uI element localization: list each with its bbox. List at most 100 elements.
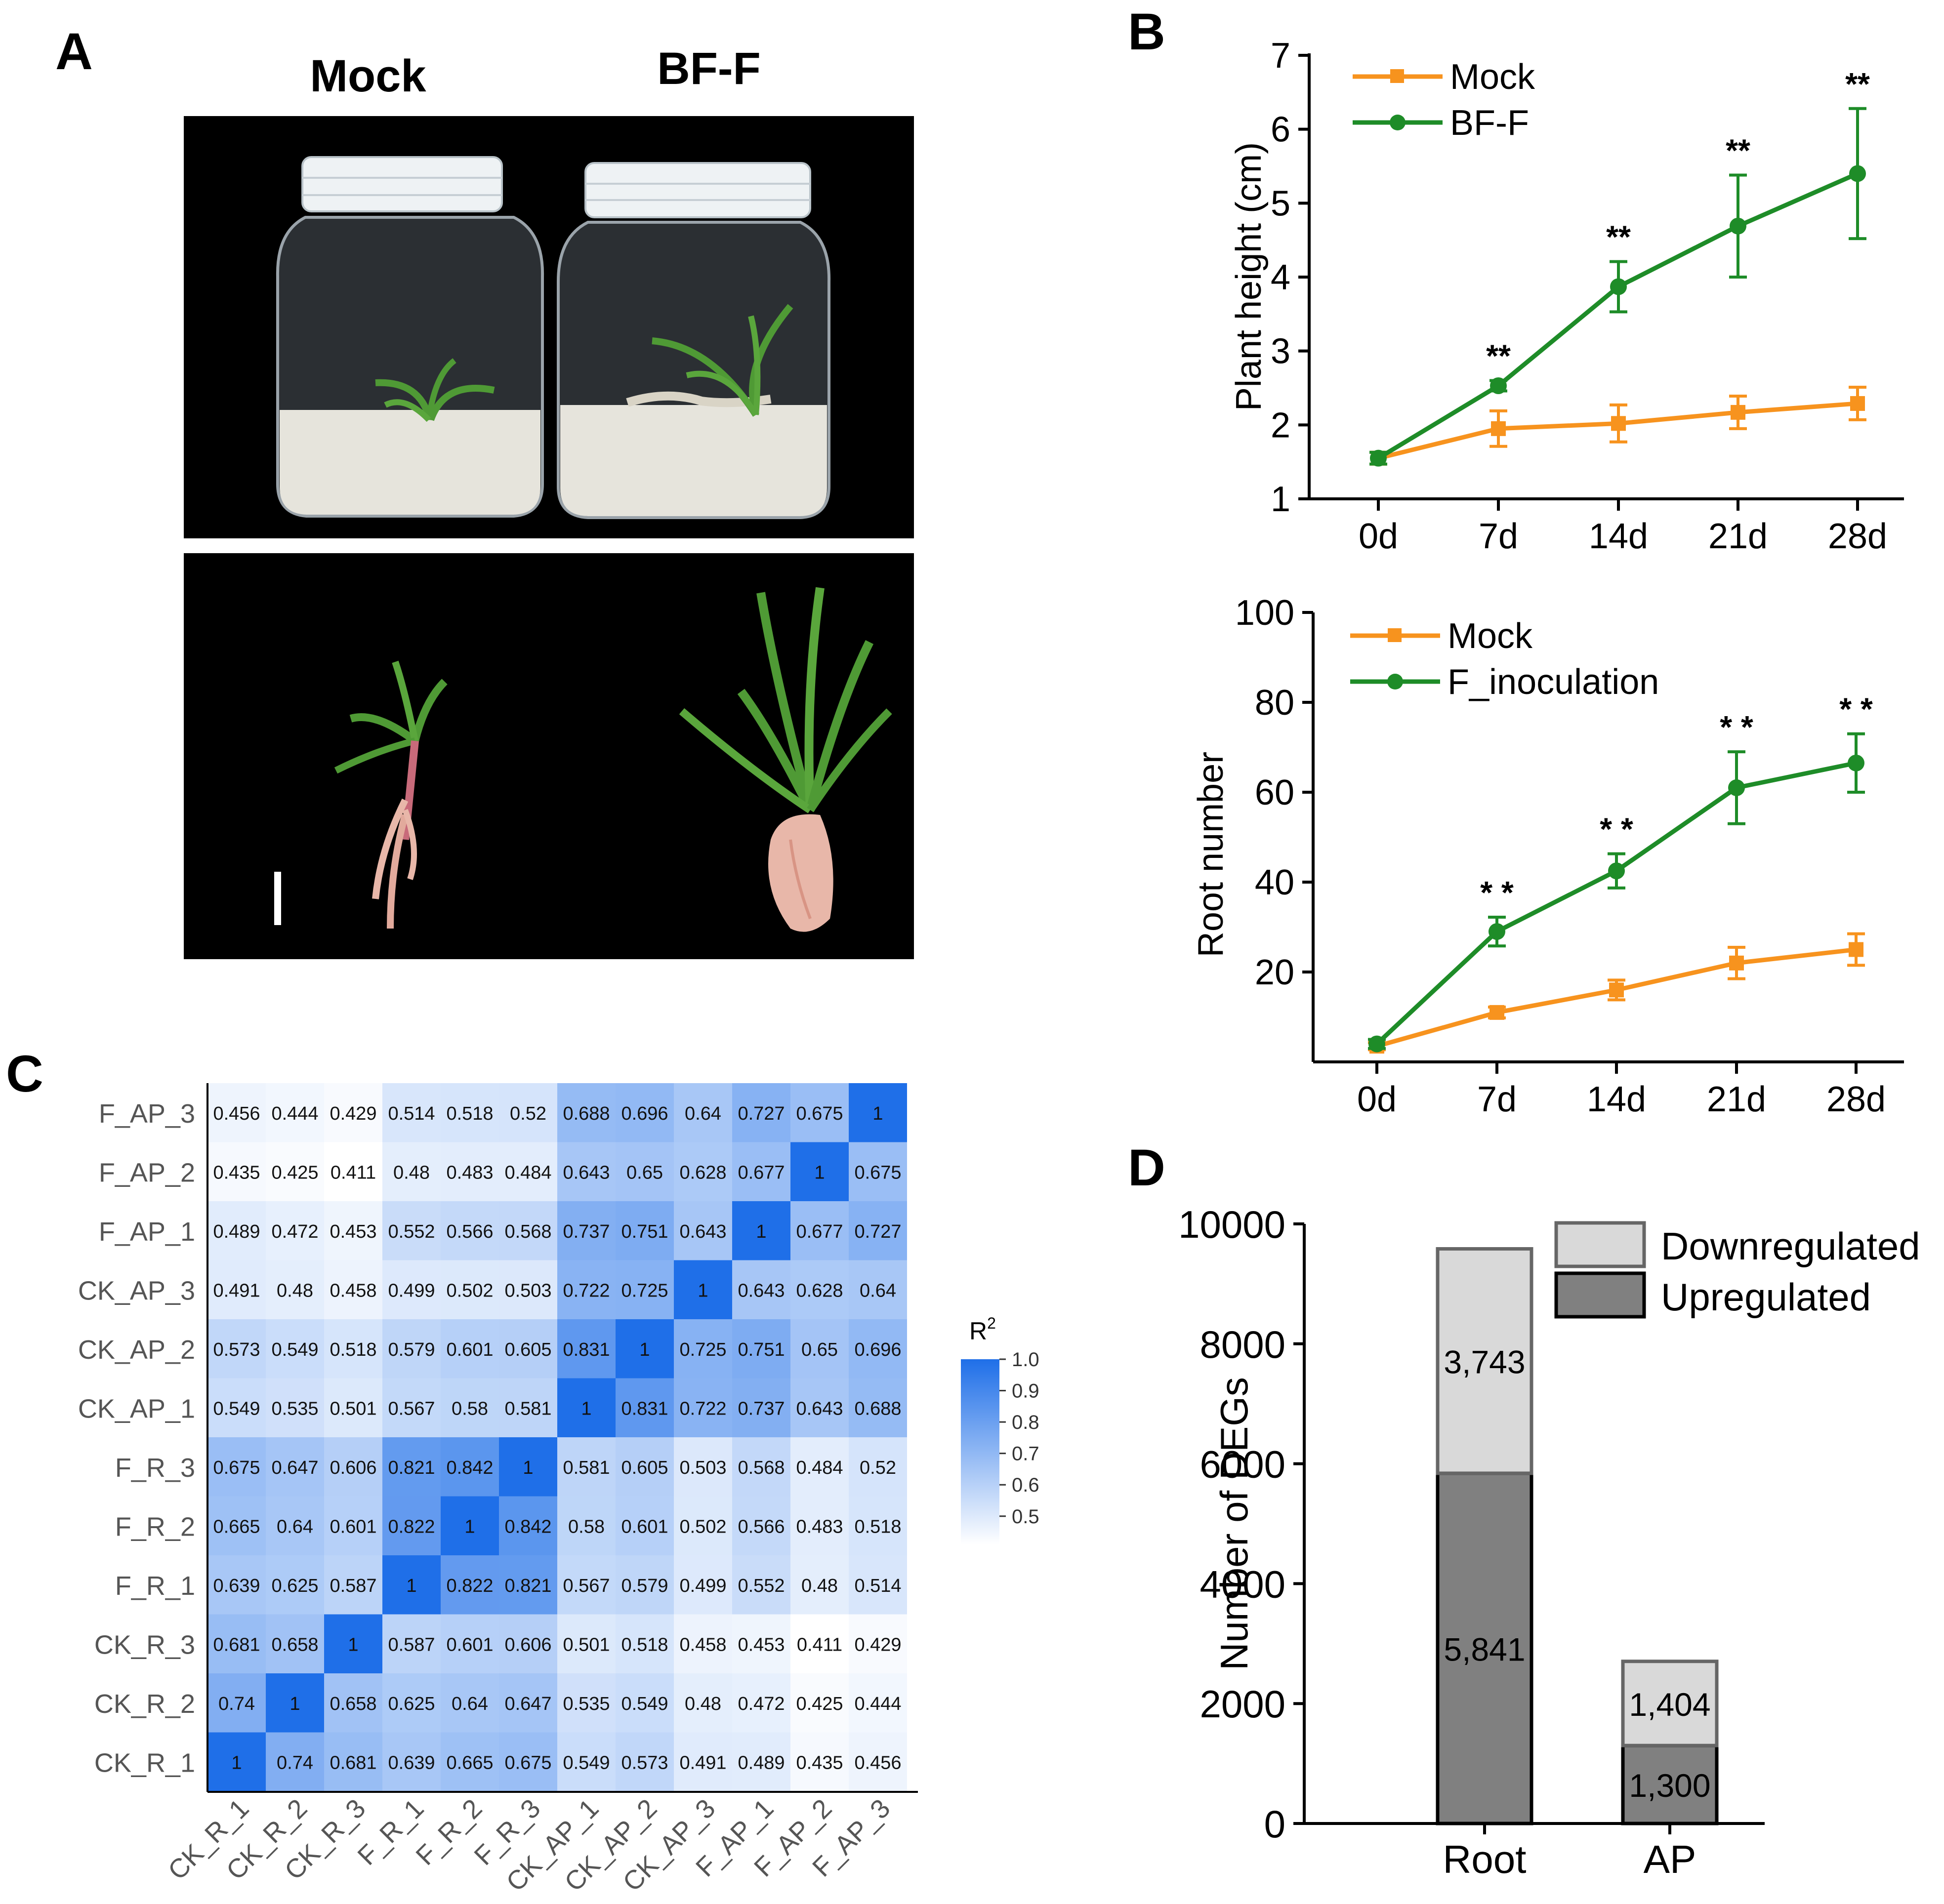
- hm-cell-value: 0.501: [563, 1634, 610, 1655]
- ph-point-circle: [1730, 217, 1746, 235]
- hm-cell: [674, 1083, 732, 1142]
- hm-cell: [382, 1260, 441, 1319]
- hm-cell-value: 0.503: [504, 1280, 551, 1301]
- rn-significance-label: * *: [1720, 709, 1753, 745]
- hm-cell-value: 0.48: [685, 1694, 721, 1714]
- ph-significance-label: **: [1845, 66, 1870, 102]
- hm-cell: [616, 1673, 674, 1733]
- hm-cell: [324, 1083, 382, 1142]
- rn-legend-marker-mock: [1388, 628, 1402, 642]
- hm-cell-value: 0.491: [679, 1752, 726, 1773]
- rn-point-circle: [1489, 923, 1505, 940]
- hm-cell: [790, 1378, 849, 1437]
- hm-cell: [382, 1319, 441, 1378]
- hm-cell-value: 0.483: [796, 1516, 843, 1537]
- hm-cell-value: 0.727: [854, 1221, 901, 1242]
- rn-ytick-label: 60: [1255, 773, 1294, 812]
- ph-point-square: [1731, 405, 1745, 420]
- hm-cell-value: 0.48: [801, 1576, 838, 1596]
- hm-cell: [732, 1732, 790, 1791]
- hm-cell-value: 0.64: [860, 1280, 896, 1301]
- hm-cell-value: 0.696: [621, 1103, 668, 1124]
- hm-cell: [790, 1732, 849, 1791]
- hm-cell-value: 0.484: [504, 1162, 551, 1183]
- hm-cell: [557, 1378, 616, 1437]
- ph-point-circle: [1490, 377, 1507, 395]
- hm-cell: [499, 1083, 557, 1142]
- hm-cell-value: 0.535: [563, 1694, 610, 1714]
- rn-axes: [1312, 612, 1904, 1063]
- hm-cell: [441, 1083, 499, 1142]
- hm-cell-value: 0.675: [854, 1162, 901, 1183]
- rn-ytick-label: 20: [1255, 953, 1294, 992]
- hm-cell: [499, 1732, 557, 1791]
- hm-cell: [207, 1496, 266, 1555]
- hm-cell-value: 0.822: [446, 1576, 493, 1596]
- hm-cell: [207, 1437, 266, 1497]
- photo-label-mock: Mock: [310, 51, 426, 101]
- hm-cell: [790, 1142, 849, 1201]
- hm-cell: [557, 1673, 616, 1733]
- hm-cell-value: 0.737: [738, 1398, 785, 1419]
- hm-cell: [616, 1142, 674, 1201]
- hm-cell-value: 0.567: [388, 1398, 435, 1419]
- hm-cell-value: 0.429: [854, 1634, 901, 1655]
- hm-cell: [324, 1673, 382, 1733]
- hm-cell-value: 0.518: [446, 1103, 493, 1124]
- photo-panel: Mock BF-F: [184, 43, 914, 959]
- dg-legend-label-down: Downregulated: [1661, 1224, 1920, 1268]
- hm-cell: [207, 1142, 266, 1201]
- hm-cell-value: 0.549: [563, 1752, 610, 1773]
- hm-cell: [441, 1319, 499, 1378]
- dg-y-axis-title: Number of DEGs: [1212, 1377, 1256, 1670]
- hm-cell-value: 0.549: [271, 1339, 318, 1360]
- ph-legend-marker-bff: [1390, 115, 1406, 130]
- hm-cell-value: 0.573: [621, 1752, 668, 1773]
- hm-cell: [324, 1378, 382, 1437]
- hm-cell-value: 0.472: [738, 1694, 785, 1714]
- hm-cell-value: 0.725: [679, 1339, 726, 1360]
- hm-cell-value: 0.58: [452, 1398, 488, 1419]
- hm-cell-value: 0.518: [330, 1339, 376, 1360]
- hm-cell: [207, 1673, 266, 1733]
- hm-cell-value: 0.501: [330, 1398, 376, 1419]
- hm-cell-value: 0.643: [738, 1280, 785, 1301]
- hm-cell: [266, 1496, 324, 1555]
- hm-cell: [732, 1142, 790, 1201]
- hm-cell: [674, 1437, 732, 1497]
- hm-cell: [674, 1496, 732, 1555]
- hm-cell: [790, 1555, 849, 1615]
- rn-significance-label: * *: [1480, 875, 1514, 910]
- hm-cell-value: 0.587: [330, 1576, 376, 1596]
- hm-cell-value: 0.831: [621, 1398, 668, 1419]
- hm-cell: [266, 1319, 324, 1378]
- hm-cell-value: 0.737: [563, 1221, 610, 1242]
- rn-ytick-label: 80: [1255, 683, 1294, 723]
- hm-cell: [499, 1614, 557, 1673]
- hm-cell: [674, 1614, 732, 1673]
- hm-cell: [499, 1437, 557, 1497]
- panel-label-b: B: [1128, 3, 1165, 61]
- hm-cell: [732, 1614, 790, 1673]
- hm-cell-value: 0.52: [860, 1458, 896, 1478]
- hm-cell: [207, 1201, 266, 1260]
- hm-cell: [266, 1260, 324, 1319]
- rn-xtick-label: 28d: [1826, 1080, 1886, 1119]
- hm-cell-value: 0.677: [738, 1162, 785, 1183]
- hm-cell: [266, 1142, 324, 1201]
- hm-cell-value: 0.625: [388, 1694, 435, 1714]
- rn-legend-label-finoc: F_inoculation: [1448, 662, 1659, 702]
- hm-cell-value: 0.549: [621, 1694, 668, 1714]
- hm-cell-value: 0.58: [568, 1516, 605, 1537]
- hm-cell: [382, 1142, 441, 1201]
- hm-cell-value: 0.484: [796, 1458, 843, 1478]
- hm-cell: [616, 1555, 674, 1615]
- hm-cell: [499, 1555, 557, 1615]
- hm-cell: [790, 1614, 849, 1673]
- hm-cell-value: 1: [406, 1576, 416, 1596]
- hm-cell-value: 1: [464, 1516, 475, 1537]
- hm-cell-value: 0.552: [388, 1221, 435, 1242]
- hm-cell: [441, 1378, 499, 1437]
- hm-cell: [616, 1260, 674, 1319]
